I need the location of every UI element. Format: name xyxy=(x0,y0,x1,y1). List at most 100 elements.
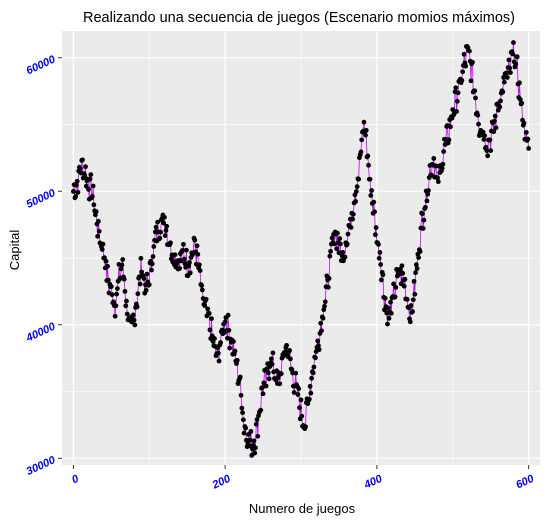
data-point xyxy=(203,296,209,302)
x-axis-title: Numero de juegos xyxy=(249,501,356,516)
data-point xyxy=(356,176,362,182)
data-point xyxy=(74,182,79,188)
data-point xyxy=(293,370,299,376)
data-point xyxy=(493,125,499,131)
data-point xyxy=(481,137,487,142)
data-point xyxy=(385,305,391,311)
data-point xyxy=(334,246,340,252)
data-point xyxy=(373,225,379,230)
data-point xyxy=(164,223,170,229)
data-point xyxy=(488,148,494,153)
data-point xyxy=(197,268,203,273)
data-point xyxy=(146,282,152,288)
data-point xyxy=(77,166,83,172)
data-point xyxy=(315,338,321,344)
data-point xyxy=(353,199,359,204)
data-point xyxy=(441,149,447,154)
data-point xyxy=(498,98,503,104)
data-point xyxy=(247,443,252,449)
data-point xyxy=(372,232,378,238)
data-point xyxy=(404,297,410,302)
data-point xyxy=(269,356,274,362)
data-point xyxy=(253,421,259,427)
data-point xyxy=(182,261,188,267)
data-point xyxy=(89,194,95,199)
data-point xyxy=(485,153,491,159)
data-point xyxy=(139,269,145,275)
data-point xyxy=(206,310,212,316)
data-point xyxy=(73,194,79,199)
data-point xyxy=(454,98,460,104)
data-point xyxy=(199,287,205,293)
data-point xyxy=(453,85,459,91)
data-point xyxy=(227,345,233,351)
data-point xyxy=(212,336,217,341)
data-point xyxy=(326,275,332,281)
data-point xyxy=(345,231,351,237)
data-point xyxy=(329,235,335,241)
data-point xyxy=(239,405,245,411)
data-point xyxy=(386,315,392,321)
data-point xyxy=(396,271,402,277)
data-point xyxy=(363,127,369,133)
data-point xyxy=(122,288,128,294)
data-point xyxy=(377,250,383,255)
data-point xyxy=(114,291,120,297)
data-point xyxy=(425,191,431,197)
data-point xyxy=(143,287,149,293)
data-point xyxy=(307,383,313,389)
data-point xyxy=(254,417,260,422)
data-point xyxy=(446,137,452,143)
data-point xyxy=(124,298,129,304)
data-point xyxy=(144,271,150,277)
data-point xyxy=(181,241,186,247)
data-point xyxy=(414,266,420,271)
data-point xyxy=(297,405,302,411)
data-point xyxy=(252,450,258,456)
data-point xyxy=(448,124,453,130)
data-point xyxy=(309,375,315,381)
data-point xyxy=(325,284,331,290)
data-point xyxy=(263,383,269,389)
data-point xyxy=(207,327,213,333)
data-point xyxy=(504,75,510,80)
data-point xyxy=(361,119,367,125)
data-point xyxy=(517,80,522,86)
data-point xyxy=(96,228,102,234)
data-point xyxy=(184,247,189,253)
data-point xyxy=(168,240,173,246)
data-point xyxy=(517,97,523,102)
data-point xyxy=(420,211,425,217)
data-point xyxy=(363,132,368,138)
data-point xyxy=(372,209,377,215)
data-point xyxy=(354,184,360,190)
data-point xyxy=(181,256,187,262)
data-point xyxy=(410,297,416,303)
data-point xyxy=(243,425,249,431)
data-point xyxy=(365,153,371,159)
data-point xyxy=(460,69,466,75)
data-point xyxy=(475,112,481,118)
data-point xyxy=(318,320,324,326)
data-point xyxy=(240,410,245,416)
data-point xyxy=(342,254,348,260)
data-point xyxy=(388,299,393,305)
data-point xyxy=(376,255,382,261)
chart-title: Realizando una secuencia de juegos (Esce… xyxy=(83,10,515,26)
data-point xyxy=(521,120,527,126)
data-point xyxy=(416,255,421,260)
data-point xyxy=(327,253,333,259)
data-point xyxy=(157,235,163,241)
data-point xyxy=(287,356,293,362)
data-point xyxy=(121,276,127,282)
data-point xyxy=(359,137,365,143)
data-point xyxy=(149,261,155,267)
data-point xyxy=(492,118,497,124)
data-point xyxy=(378,262,384,267)
data-point xyxy=(247,437,253,443)
data-point xyxy=(439,165,445,171)
data-point xyxy=(413,262,419,268)
data-point xyxy=(391,281,396,287)
data-point xyxy=(435,179,441,185)
data-point xyxy=(108,284,114,289)
